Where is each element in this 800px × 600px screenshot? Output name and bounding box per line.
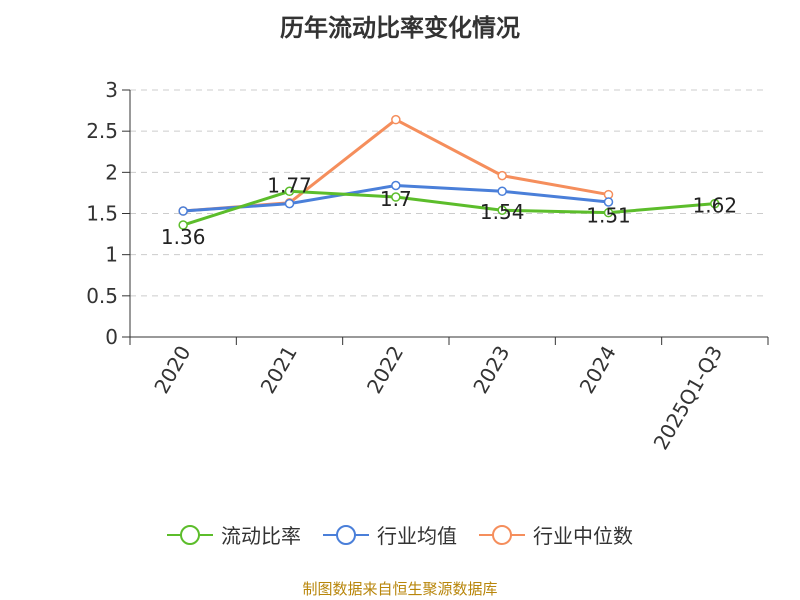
data-point: [603, 207, 614, 218]
legend-marker-orange-icon: [479, 524, 525, 545]
legend-item-industry-mean[interactable]: 行业均值: [323, 520, 457, 549]
y-tick-label: 1.5: [86, 202, 118, 226]
legend: 流动比率 行业均值 行业中位数: [0, 520, 800, 549]
legend-item-current-ratio[interactable]: 流动比率: [167, 520, 301, 549]
y-tick-label: 2.5: [86, 119, 118, 143]
legend-label: 行业均值: [377, 524, 457, 548]
data-source-note: 制图数据来自恒生聚源数据库: [302, 580, 498, 598]
legend-marker-blue-icon: [323, 524, 369, 545]
legend-label: 行业中位数: [533, 524, 633, 548]
x-tick-label: 2022: [362, 342, 408, 398]
data-label: 1.7: [380, 187, 412, 211]
x-tick-label: 2020: [149, 342, 195, 398]
y-tick-label: 0: [105, 325, 118, 349]
series-line: [182, 189, 715, 227]
data-label: 1.51: [586, 204, 631, 228]
data-label: 1.36: [161, 225, 206, 249]
y-tick-label: 1: [105, 243, 118, 267]
x-tick-label: 2025Q1-Q3: [648, 342, 727, 454]
data-point: [391, 192, 401, 202]
legend-item-industry-median[interactable]: 行业中位数: [479, 520, 633, 549]
y-tick-label: 2: [105, 160, 118, 184]
chart-title: 历年流动比率变化情况: [280, 14, 520, 42]
x-tick-label: 2024: [575, 342, 621, 398]
data-point: [497, 205, 507, 215]
data-point: [497, 170, 507, 181]
line-chart: 0 0.5 1 1.5 2 2.5 3 2020 2021 2022 2023 2024 2025Q1-…: [86, 78, 769, 454]
data-label: 1.54: [480, 200, 525, 224]
x-tick-label: 2023: [468, 341, 514, 397]
data-point: [391, 114, 401, 125]
data-point: [178, 206, 188, 216]
data-label: 1.62: [693, 194, 738, 218]
data-point: [178, 220, 188, 230]
data-point: [603, 197, 614, 207]
data-point: [710, 198, 720, 209]
data-point: [284, 186, 295, 197]
legend-marker-green-icon: [167, 524, 213, 545]
data-point: [284, 198, 295, 209]
x-tick-label: 2021: [256, 342, 302, 398]
data-point: [391, 180, 401, 191]
y-tick-label: 0.5: [86, 284, 118, 308]
data-label: 1.77: [267, 173, 312, 197]
data-point: [497, 186, 507, 197]
y-tick-label: 3: [105, 78, 118, 102]
legend-label: 流动比率: [221, 524, 301, 548]
